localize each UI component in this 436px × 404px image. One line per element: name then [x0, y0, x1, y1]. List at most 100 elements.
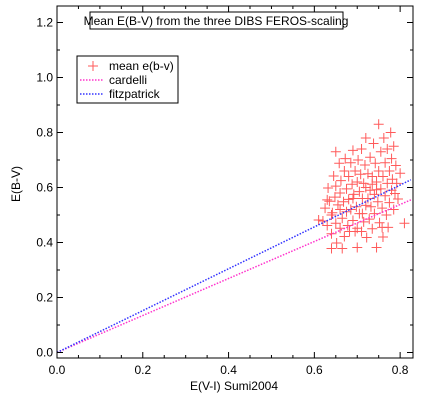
- scatter-point: [380, 157, 391, 168]
- scatter-point: [385, 127, 396, 138]
- scatter-point: [373, 119, 384, 130]
- scatter-point: [330, 146, 341, 157]
- scatter-point: [339, 231, 350, 242]
- scatter-point: [358, 178, 369, 189]
- scatter-point: [375, 183, 386, 194]
- scatter-point: [391, 178, 402, 189]
- legend-label-fitzpatrick: fitzpatrick: [109, 87, 161, 101]
- legend-entry-cardelli: cardelli: [80, 73, 147, 87]
- scatter-point: [317, 216, 328, 227]
- scatter-point: [356, 226, 367, 237]
- scatter-point: [322, 220, 333, 231]
- scatter-point: [381, 210, 392, 220]
- scatter-point: [342, 220, 353, 231]
- scatter-point: [390, 160, 401, 171]
- scatter-point: [365, 185, 376, 196]
- scatter-point: [329, 192, 340, 203]
- scatter-point: [389, 188, 400, 199]
- axis-layer: 0.0 0.2 0.4 0.6 0.8 0.0 0.2 0.4 0.6 0.8 1.0 1.2: [36, 6, 413, 377]
- scatter-point: [327, 207, 338, 218]
- y-tick-label: 0.8: [36, 126, 53, 140]
- scatter-point: [392, 194, 403, 205]
- scatter-point: [343, 194, 354, 205]
- y-tick-label: 1.2: [36, 16, 53, 30]
- y-tick-label: 0.2: [36, 291, 53, 305]
- legend-entry-mean-ebv: mean e(b-v): [88, 59, 174, 73]
- y-tick-label: 0.6: [36, 181, 53, 195]
- scatter-point: [371, 184, 382, 195]
- scatter-point: [354, 186, 365, 197]
- scatter-point: [362, 168, 373, 179]
- chart-title-frame: [89, 11, 344, 30]
- legend-label-mean-ebv: mean e(b-v): [109, 59, 174, 73]
- scatter-point: [357, 208, 368, 219]
- x-tick-label: 0.6: [306, 363, 323, 377]
- y-axis-title: E(B-V): [9, 166, 23, 202]
- scatter-point: [345, 204, 356, 215]
- scatter-point: [337, 213, 348, 224]
- scatter-point: [375, 146, 386, 157]
- scatter-point: [323, 183, 334, 194]
- scatter-point: [335, 175, 346, 186]
- scatter-point: [361, 232, 372, 243]
- scatter-point: [370, 158, 381, 169]
- scatter-point: [332, 199, 343, 210]
- scatter-point: [382, 178, 393, 189]
- scatter-point: [326, 210, 337, 220]
- scatter-point: [377, 232, 388, 242]
- legend-label-cardelli: cardelli: [109, 73, 147, 87]
- scatter-point: [331, 238, 342, 249]
- scatter-point: [347, 193, 358, 204]
- scatter-point: [368, 138, 379, 149]
- scatter-point: [313, 214, 324, 225]
- legend-marker-plus: [88, 61, 98, 71]
- y-tick-label: 1.0: [36, 71, 53, 85]
- x-tick-label: 0.4: [220, 363, 237, 377]
- scatter-point: [372, 196, 383, 207]
- scatter-point: [335, 204, 346, 215]
- scatter-point: [377, 171, 388, 182]
- x-tick-label: 0.2: [134, 363, 151, 377]
- scatter-point: [377, 222, 388, 233]
- scatter-point: [350, 166, 361, 176]
- fit-line-fitzpatrick: [56, 179, 412, 354]
- scatter-point: [374, 217, 385, 228]
- scatter-point: [369, 208, 380, 219]
- scatter-point: [338, 196, 349, 207]
- scatter-point: [348, 189, 359, 200]
- scatter-point: [326, 243, 337, 254]
- scatter-point: [352, 177, 363, 187]
- scatter-point: [347, 179, 358, 190]
- scatter-point: [330, 218, 341, 229]
- chart-title-box: Mean E(B-V) from the three DIBS FEROS-sc…: [84, 11, 349, 30]
- scatter-point: [360, 182, 371, 193]
- scatter-point: [328, 170, 339, 181]
- scatter-point: [347, 215, 358, 226]
- scatter-point: [345, 157, 356, 168]
- legend: mean e(b-v) cardelli fitzpatrick: [76, 55, 179, 104]
- scatter-point: [353, 155, 364, 165]
- scatter-point: [399, 218, 410, 229]
- y-tick-label: 0.4: [36, 236, 53, 250]
- scatter-point: [386, 153, 397, 164]
- x-axis-title: E(V-I) Sumi2004: [190, 379, 278, 393]
- scatter-point: [362, 193, 373, 204]
- scatter-point: [355, 169, 366, 180]
- scatter-point: [378, 133, 389, 143]
- scatter-point: [351, 201, 362, 212]
- scatter-point: [365, 152, 376, 163]
- scatter-point: [352, 242, 363, 253]
- chart-title: Mean E(B-V) from the three DIBS FEROS-sc…: [84, 14, 349, 28]
- scatter-point: [360, 200, 371, 211]
- fit-line-cardelli: [56, 199, 412, 354]
- scatter-point: [341, 183, 352, 194]
- scatter-series-0: [313, 119, 410, 254]
- x-tick-label: 0.0: [49, 363, 66, 377]
- scatter-point: [369, 189, 380, 200]
- legend-entry-fitzpatrick: fitzpatrick: [80, 87, 161, 101]
- scatter-point: [335, 188, 346, 198]
- scatter-point: [320, 203, 331, 214]
- scatter-point: [339, 166, 350, 176]
